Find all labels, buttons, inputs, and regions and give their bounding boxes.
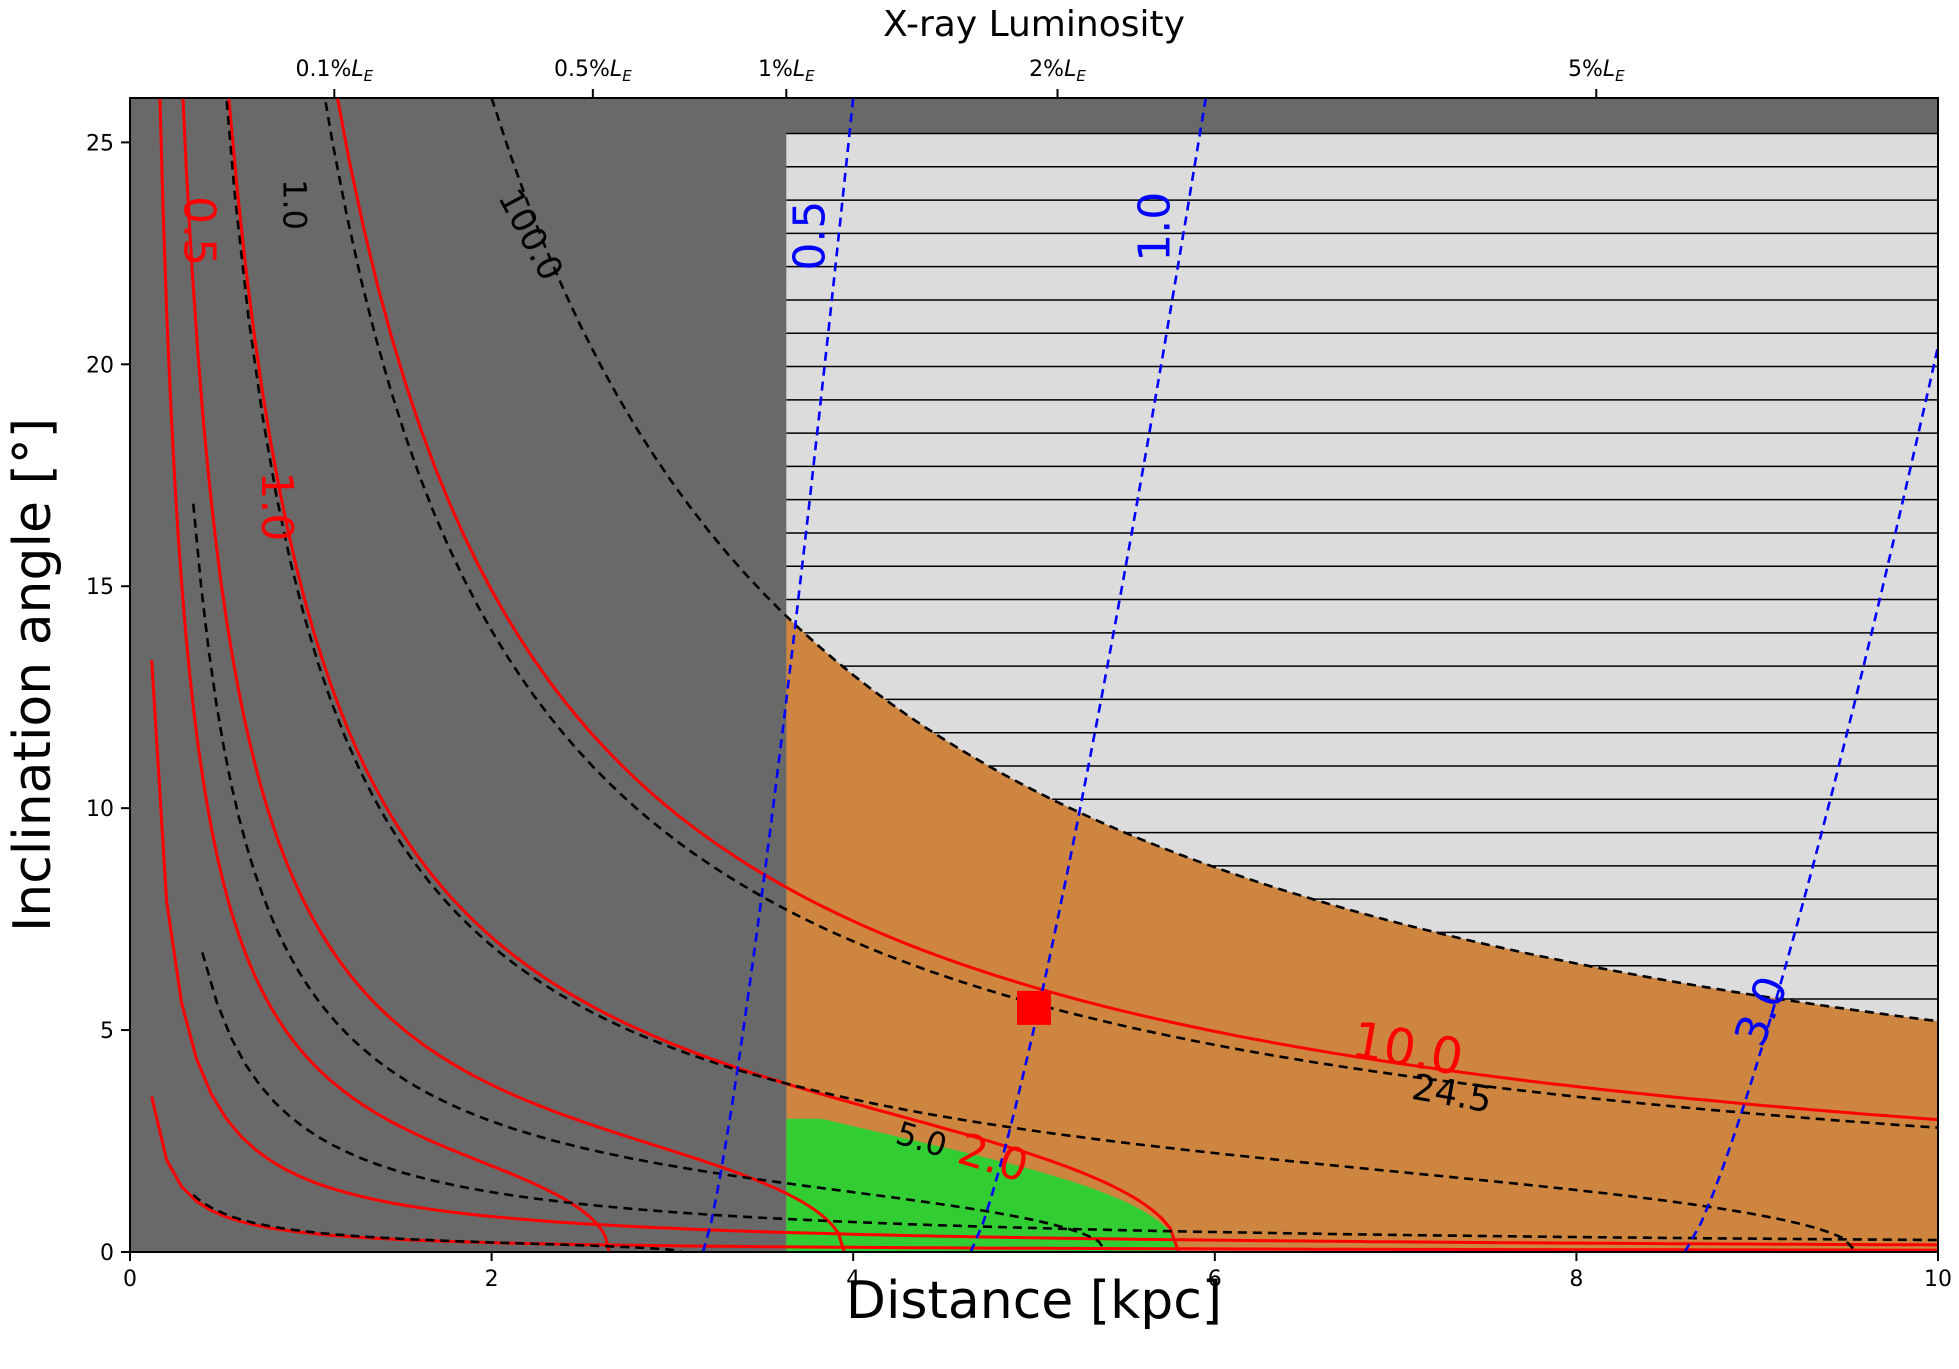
red-contour-upper <box>335 98 1938 1122</box>
source-marker <box>1017 990 1051 1025</box>
x-tick-label: 0 <box>123 1267 137 1292</box>
y-tick-label: 15 <box>86 575 114 600</box>
red-contour-label: 0.5 <box>173 196 224 266</box>
black-contour-100.0 <box>323 98 1938 1129</box>
red-contour-2.0 <box>158 98 611 1252</box>
top-tick-label: 1%LE <box>758 57 815 85</box>
red-contour-5.0 <box>181 98 846 1252</box>
black-contour-10.0 <box>201 952 1938 1242</box>
x-axis-title: Distance [kpc] <box>846 1271 1222 1331</box>
plot-frame <box>129 97 1939 1253</box>
top-axis-title: X-ray Luminosity <box>883 4 1185 45</box>
axes: 0 2 4 6 8 10 0 5 10 15 20 25 0.1%LE 0.5%LE 1%LE 2%LE 5%L… <box>86 57 1952 1292</box>
x-tick-label: 8 <box>1569 1267 1583 1292</box>
source-marker-square <box>1017 990 1051 1025</box>
black-contour-24.5 <box>225 98 1858 1252</box>
hatch-lines <box>786 132 1938 1000</box>
blue-contour-3.0 <box>1683 340 1938 1252</box>
y-tick-label: 5 <box>100 1019 114 1044</box>
y-tick-label: 25 <box>86 131 114 156</box>
x-tick-label: 6 <box>1208 1267 1222 1292</box>
blue-contour-0.5 <box>701 98 855 1252</box>
y-axis-title: Inclination angle [°] <box>3 418 63 932</box>
green-region <box>786 1118 1179 1252</box>
blue-contour-label: 0.5 <box>784 201 835 271</box>
top-tick-label: 0.5%LE <box>554 57 632 85</box>
x-tick-label: 4 <box>846 1267 860 1292</box>
x-tick-label: 10 <box>1924 1267 1952 1292</box>
red-contour-label: 1.0 <box>251 471 302 541</box>
blue-contour-1.0 <box>969 98 1208 1252</box>
red-contour-10.0 <box>227 98 1181 1252</box>
y-tick-label: 20 <box>86 353 114 378</box>
red-contour-0.5 <box>150 1096 1938 1252</box>
y-tick-label: 0 <box>100 1241 114 1266</box>
top-tick-label: 5%LE <box>1568 57 1625 85</box>
x-tick-label: 2 <box>485 1267 499 1292</box>
boundary-contour <box>490 98 1938 1023</box>
contour-lines <box>150 98 1938 1252</box>
top-tick-label: 0.1%LE <box>295 57 373 85</box>
black-contour-label: 1.0 <box>276 179 314 230</box>
red-contour-1.0 <box>150 660 1938 1247</box>
blue-contour-label: 1.0 <box>1130 192 1181 262</box>
black-contour-5.0 <box>192 503 1108 1252</box>
y-tick-label: 10 <box>86 797 114 822</box>
top-tick-label: 2%LE <box>1029 57 1086 85</box>
